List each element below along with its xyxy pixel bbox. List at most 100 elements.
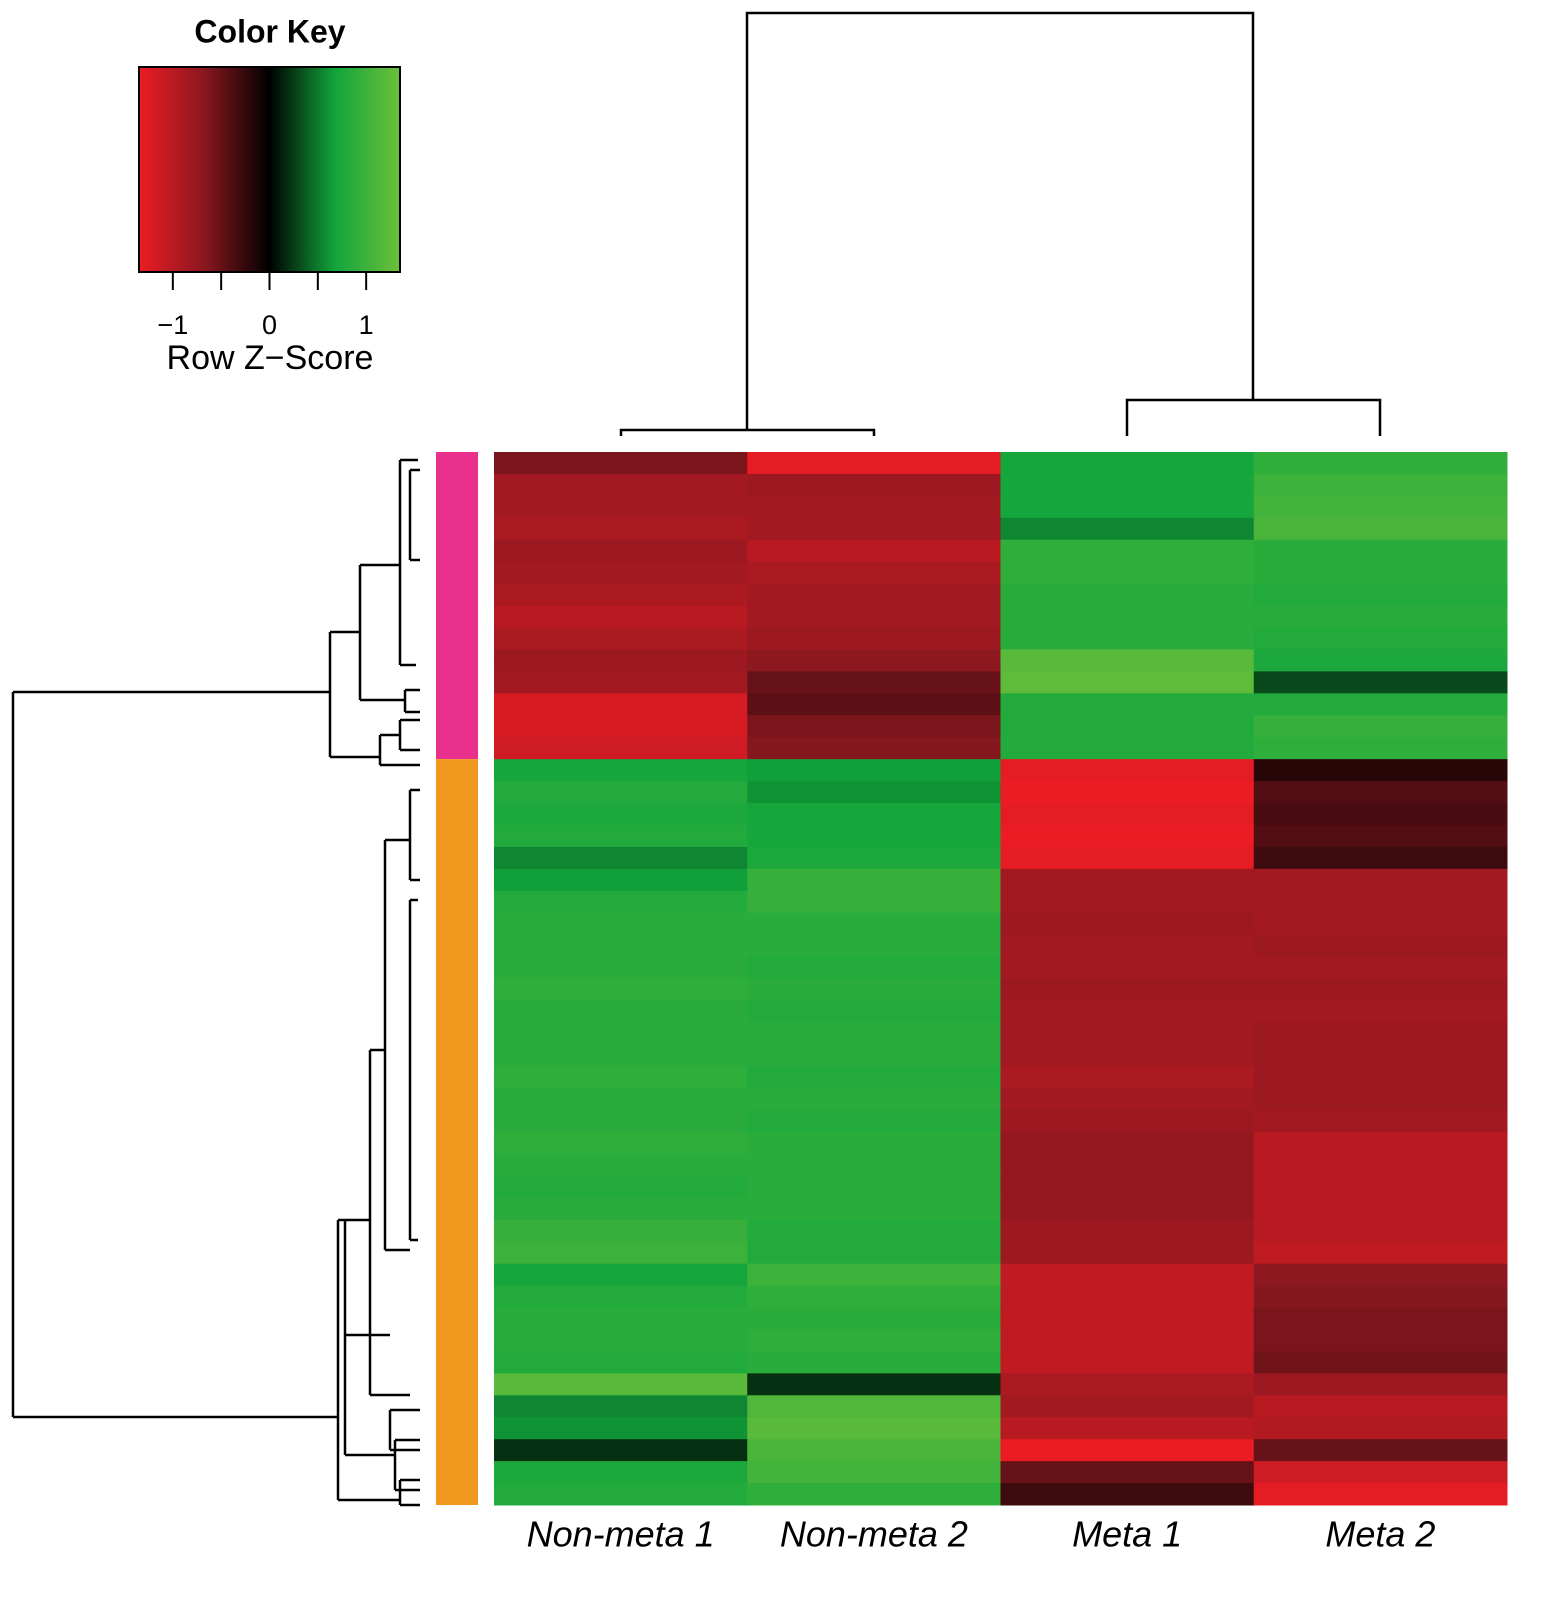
heatmap-cell: [494, 824, 748, 848]
heatmap-cell: [1253, 824, 1508, 848]
heatmap-cell: [494, 1175, 748, 1199]
heatmap-cell: [494, 1307, 748, 1330]
heatmap-cell: [747, 934, 1001, 958]
heatmap-cell: [1253, 1395, 1508, 1418]
heatmap-cell: [494, 495, 748, 519]
heatmap-cell: [1000, 781, 1255, 804]
heatmap-cell: [494, 890, 748, 914]
heatmap-cell: [1000, 1132, 1255, 1155]
heatmap-cell: [747, 627, 1001, 650]
heatmap-cell: [747, 737, 1001, 760]
heatmap-cell: [1253, 1132, 1508, 1155]
heatmap-cell: [747, 605, 1001, 628]
heatmap-cell: [1253, 803, 1508, 826]
heatmap-cell: [1000, 561, 1255, 585]
heatmap-cell: [1000, 1044, 1255, 1067]
heatmap-cell: [1000, 1395, 1255, 1418]
heatmap-cell: [1000, 452, 1255, 475]
key-tick-label: 1: [359, 310, 374, 340]
heatmap-cell: [494, 1285, 748, 1309]
heatmap-cell: [1000, 978, 1255, 1001]
heatmap-cell: [747, 1285, 1001, 1309]
heatmap-cell: [1253, 1241, 1508, 1265]
heatmap-cell: [1253, 1285, 1508, 1309]
heatmap-cell: [747, 1132, 1001, 1155]
heatmap-cell: [494, 452, 748, 475]
heatmap-cell: [747, 539, 1001, 563]
heatmap-cell: [1000, 627, 1255, 650]
heatmap-cell: [494, 1439, 748, 1462]
column-label: Meta 1: [1072, 1514, 1182, 1555]
heatmap-cell: [1000, 1197, 1255, 1221]
heatmap-cell: [1253, 1329, 1508, 1352]
heatmap-cell: [747, 1439, 1001, 1462]
column-label: Meta 2: [1325, 1514, 1435, 1555]
heatmap-cell: [1253, 495, 1508, 519]
heatmap-cell: [1000, 1373, 1255, 1396]
heatmap-cell: [1253, 846, 1508, 870]
heatmap-cell: [747, 781, 1001, 804]
heatmap-cell: [494, 473, 748, 497]
heatmap-cell: [1000, 1022, 1255, 1045]
heatmap-cell: [1253, 1461, 1508, 1484]
heatmap-cell: [747, 649, 1001, 672]
color-key-label: Row Z−Score: [167, 339, 374, 377]
heatmap-cell: [747, 978, 1001, 1001]
heatmap-cell: [747, 912, 1001, 936]
heatmap-cell: [747, 1373, 1001, 1396]
heatmap-cell: [1253, 1439, 1508, 1462]
heatmap-cell: [747, 1175, 1001, 1199]
heatmap-cell: [494, 1022, 748, 1045]
heatmap-cell: [1253, 517, 1508, 541]
heatmap-cell: [1253, 956, 1508, 979]
heatmap-cell: [494, 1329, 748, 1352]
heatmap-cell: [494, 1132, 748, 1155]
heatmap-cell: [494, 693, 748, 716]
heatmap-cell: [747, 1219, 1001, 1243]
heatmap-cell: [494, 1066, 748, 1089]
heatmap-cell: [747, 846, 1001, 870]
heatmap-cell: [494, 1417, 748, 1440]
heatmap-cell: [494, 517, 748, 541]
heatmap-cell: [1000, 715, 1255, 738]
heatmap-cell: [494, 627, 748, 650]
heatmap-cell: [1000, 1088, 1255, 1111]
heatmap-cell: [1000, 956, 1255, 979]
heatmap-cell: [1253, 1417, 1508, 1440]
heatmap-cell: [747, 1307, 1001, 1330]
heatmap-cell: [1253, 627, 1508, 650]
column-label: Non-meta 1: [527, 1514, 715, 1555]
heatmap-cell: [494, 759, 748, 782]
heatmap-cell: [494, 605, 748, 628]
heatmap-cell: [747, 1461, 1001, 1484]
column-label: Non-meta 2: [780, 1514, 968, 1555]
heatmap-cell: [1000, 1219, 1255, 1243]
heatmap-cell: [1000, 1417, 1255, 1440]
heatmap-cell: [1000, 693, 1255, 716]
heatmap-cell: [494, 846, 748, 870]
heatmap-cell: [747, 890, 1001, 914]
heatmap-cell: [494, 737, 748, 760]
heatmap-cell: [1000, 868, 1255, 892]
heatmap-cell: [1253, 671, 1508, 694]
color-key-title: Color Key: [194, 13, 345, 49]
heatmap-cell: [1000, 649, 1255, 672]
heatmap-cell: [1000, 1351, 1255, 1374]
heatmap-cell: [1000, 1066, 1255, 1089]
heatmap-cell: [747, 1197, 1001, 1221]
heatmap-cell: [1253, 1175, 1508, 1199]
heatmap-cell: [1253, 649, 1508, 672]
heatmap-cell: [1000, 1154, 1255, 1177]
heatmap-cell: [1253, 978, 1508, 1001]
heatmap-cell: [494, 1088, 748, 1111]
row-dendrogram: [11, 458, 420, 1507]
heatmap-cell: [747, 473, 1001, 497]
heatmap-cell: [1253, 583, 1508, 607]
heatmap-cell: [1000, 473, 1255, 497]
heatmap-cell: [1000, 539, 1255, 563]
heatmap-cell: [1253, 539, 1508, 563]
heatmap-cell: [1000, 912, 1255, 936]
heatmap-cell: [494, 1197, 748, 1221]
heatmap-cell: [747, 1000, 1001, 1023]
